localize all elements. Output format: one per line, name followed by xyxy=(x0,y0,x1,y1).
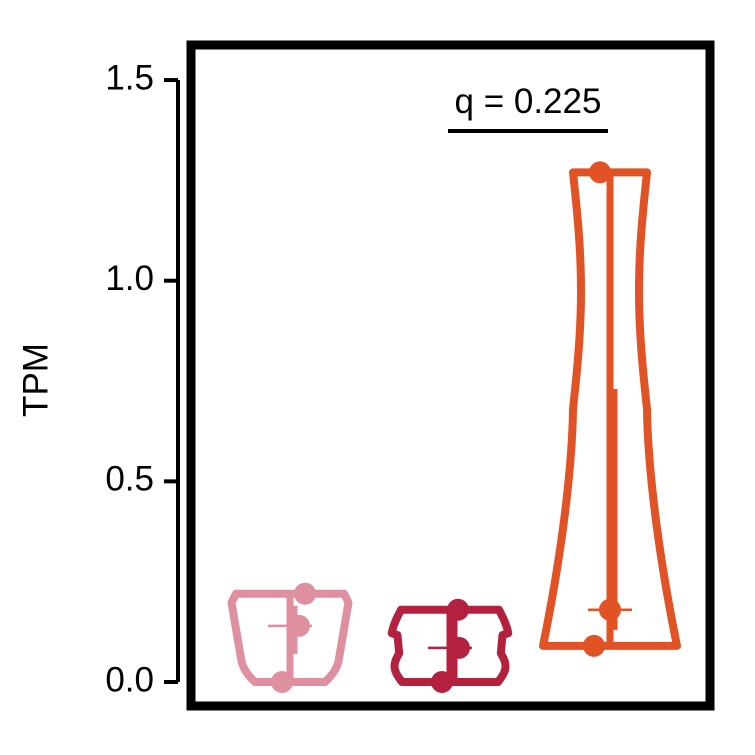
data-point xyxy=(448,636,470,659)
violin-outline xyxy=(539,168,681,650)
data-point xyxy=(288,614,310,637)
data-point xyxy=(599,598,621,621)
significance-label: q = 0.225 xyxy=(455,82,602,121)
y-tick-label: 1.0 xyxy=(105,259,154,298)
violin-group-3 xyxy=(539,161,681,657)
data-point xyxy=(447,598,469,621)
violin-group-2 xyxy=(387,598,513,693)
violin-group-1 xyxy=(227,582,353,693)
plot-frame xyxy=(186,40,715,711)
violin-layer xyxy=(227,161,681,693)
y-axis-label: TPM xyxy=(16,343,55,417)
y-tick-label: 0.5 xyxy=(105,460,154,499)
y-tick-label: 1.5 xyxy=(105,58,154,97)
y-axis: 0.0 0.5 1.0 1.5 xyxy=(105,58,180,699)
data-point xyxy=(271,671,293,693)
data-point xyxy=(294,582,316,605)
annotation-layer: q = 0.225 xyxy=(448,82,608,133)
data-point xyxy=(583,634,605,657)
data-point xyxy=(431,671,453,693)
y-tick-label: 0.0 xyxy=(105,660,154,699)
violin-outline xyxy=(387,605,513,686)
violin-outline xyxy=(227,589,353,686)
data-point xyxy=(589,161,611,184)
